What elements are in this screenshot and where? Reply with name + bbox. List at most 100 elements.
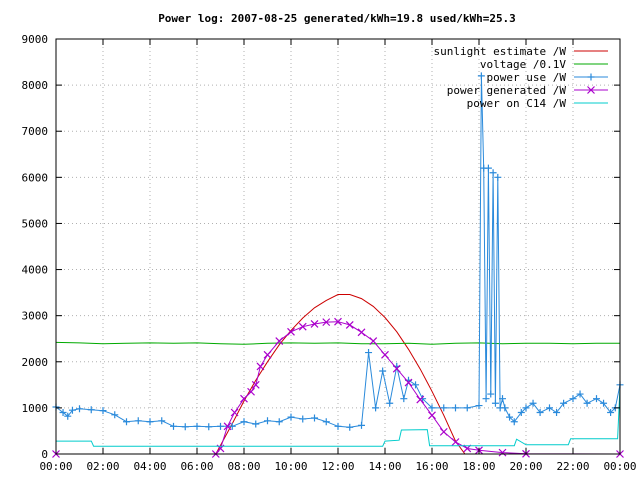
data-point	[181, 423, 189, 431]
data-point	[593, 395, 600, 403]
data-point	[517, 409, 525, 416]
data-point	[76, 405, 83, 413]
data-point	[452, 404, 459, 412]
data-point	[439, 427, 448, 436]
series-line	[55, 341, 620, 345]
data-point	[506, 413, 514, 421]
data-point	[412, 381, 420, 389]
data-point	[287, 327, 295, 336]
data-point	[251, 380, 260, 389]
legend-marker	[587, 73, 595, 81]
data-point	[510, 418, 518, 426]
y-tick-label: 0	[41, 448, 48, 461]
data-point	[193, 422, 201, 430]
data-point	[205, 423, 213, 431]
x-tick-label: 00:00	[603, 460, 636, 473]
data-point	[275, 418, 283, 426]
data-point	[400, 395, 408, 403]
data-point	[334, 422, 342, 430]
data-point	[482, 395, 490, 403]
data-point	[310, 320, 319, 328]
data-point	[287, 413, 295, 421]
data-point	[501, 404, 509, 412]
series-line	[56, 387, 621, 447]
data-point	[546, 404, 553, 412]
data-point	[358, 421, 365, 429]
legend-label: power on C14 /W	[467, 97, 567, 110]
data-point	[386, 399, 394, 407]
x-tick-label: 02:00	[86, 460, 119, 473]
data-point	[322, 418, 330, 426]
data-point	[334, 317, 342, 326]
data-point	[498, 448, 507, 457]
data-point	[553, 409, 561, 416]
data-point	[256, 362, 265, 371]
data-point	[487, 390, 495, 398]
data-point	[111, 411, 119, 419]
data-point	[263, 350, 272, 359]
y-tick-label: 7000	[22, 125, 49, 138]
data-point	[494, 173, 502, 181]
x-tick-label: 18:00	[462, 460, 495, 473]
data-point	[322, 318, 331, 327]
data-point	[170, 422, 177, 430]
data-point	[345, 320, 354, 329]
data-point	[600, 399, 608, 407]
data-point	[158, 417, 166, 425]
data-point	[223, 422, 232, 431]
data-point	[499, 395, 506, 403]
data-point	[419, 395, 427, 403]
y-tick-label: 6000	[22, 171, 49, 184]
data-point	[64, 412, 72, 420]
data-point	[217, 422, 224, 430]
x-tick-label: 20:00	[509, 460, 542, 473]
data-point	[230, 408, 239, 417]
data-point	[365, 349, 373, 357]
x-tick-label: 14:00	[368, 460, 401, 473]
x-tick-label: 16:00	[415, 460, 448, 473]
data-point	[428, 411, 436, 420]
data-point	[381, 350, 389, 359]
axis-ticks: 00:00 02:00 04:00 06:00 08:00 10:00 12:00 14:00…	[22, 33, 637, 473]
y-tick-label: 5000	[22, 217, 49, 230]
data-point	[240, 394, 248, 403]
y-tick-label: 1000	[22, 402, 49, 415]
data-point	[477, 72, 485, 80]
data-point	[228, 422, 236, 430]
data-point	[247, 387, 255, 396]
data-point	[522, 404, 530, 412]
y-tick-label: 4000	[22, 264, 49, 277]
legend-label: power generated /W	[447, 84, 567, 97]
data-point	[569, 395, 577, 403]
y-tick-label: 3000	[22, 310, 49, 323]
series-power-on-c14-w	[56, 387, 621, 447]
data-point	[560, 399, 568, 407]
data-point	[87, 406, 95, 414]
data-point	[99, 407, 107, 415]
data-point	[607, 409, 615, 416]
chart-title: Power log: 2007-08-25 generated/kWh=19.8…	[158, 12, 516, 25]
data-point	[346, 423, 354, 431]
legend-label: power use /W	[487, 71, 567, 84]
series-sunlight-estimate-w	[215, 294, 466, 455]
x-tick-label: 10:00	[274, 460, 307, 473]
x-tick-label: 08:00	[227, 460, 260, 473]
data-point	[536, 409, 544, 416]
data-point	[299, 415, 307, 423]
x-tick-label: 00:00	[39, 460, 72, 473]
data-point	[372, 404, 380, 412]
data-point	[440, 404, 448, 412]
data-point	[252, 420, 260, 428]
data-point	[484, 164, 492, 172]
x-tick-label: 04:00	[133, 460, 166, 473]
x-tick-label: 06:00	[180, 460, 213, 473]
data-point	[379, 367, 387, 375]
data-point	[357, 328, 366, 337]
data-point	[146, 418, 154, 426]
data-point	[264, 417, 271, 425]
data-point	[463, 404, 471, 412]
data-point	[298, 322, 307, 331]
data-point	[369, 337, 378, 345]
data-point	[576, 390, 584, 398]
